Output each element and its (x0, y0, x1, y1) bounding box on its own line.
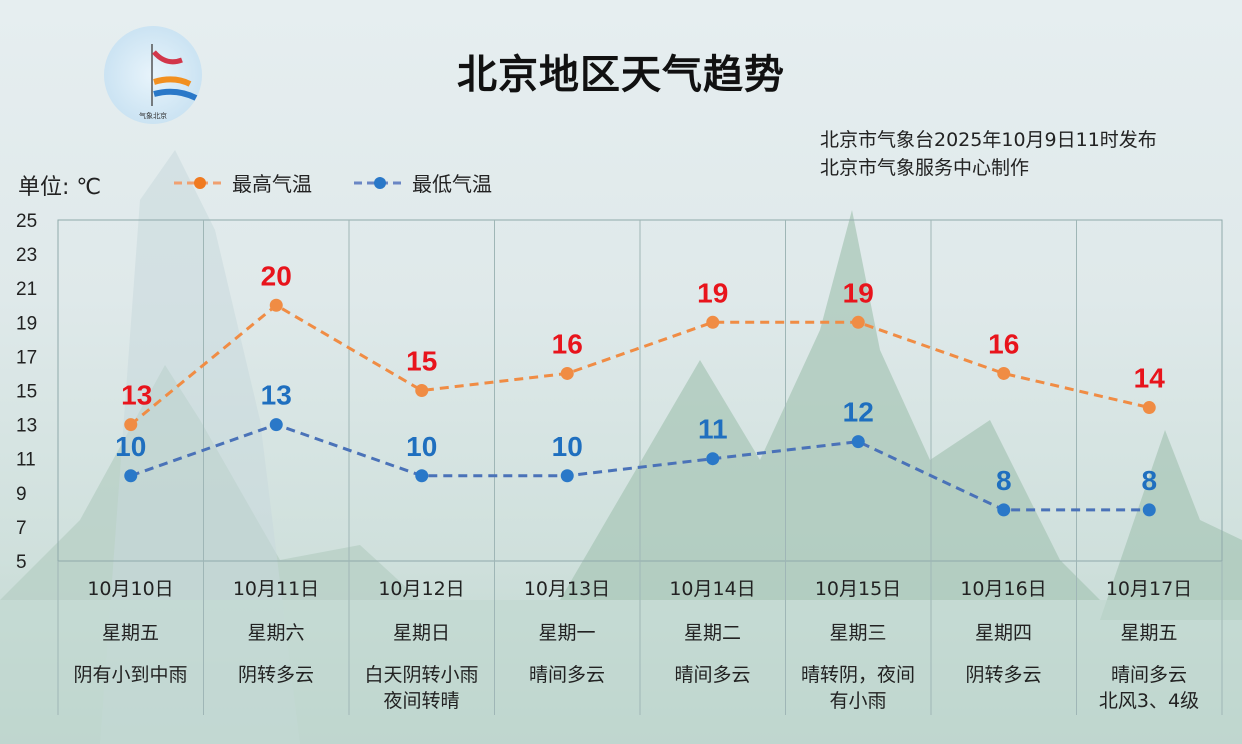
date-label: 10月13日 (523, 578, 611, 600)
data-point (415, 384, 429, 397)
page-title: 北京地区天气趋势 (457, 52, 785, 98)
series-line-1 (130, 423, 1150, 512)
legend-low: 最低气温 (352, 168, 492, 197)
weather-description: 阴转多云 (237, 664, 314, 686)
data-point (1142, 401, 1156, 415)
y-tick-label: 5 (16, 552, 27, 573)
data-label: 13 (261, 380, 292, 411)
date-label: 10月10日 (87, 578, 174, 600)
data-label: 12 (843, 397, 874, 428)
weather-description: 晴转阴，夜间 (800, 664, 915, 686)
data-point (1142, 503, 1156, 517)
svg-text:气象北京: 气象北京 (139, 111, 167, 120)
y-tick-label: 23 (16, 245, 37, 266)
data-label: 15 (406, 346, 437, 377)
data-point (560, 366, 574, 380)
producer: 北京市气象服务中心制作 (820, 157, 1030, 179)
data-label: 20 (261, 260, 292, 291)
data-label: 8 (996, 465, 1012, 496)
weather-description: 晴间多云 (528, 664, 605, 686)
weather-description: 白天阴转小雨 (364, 664, 479, 686)
y-tick-label: 11 (16, 450, 36, 471)
weekday-label: 星期四 (974, 622, 1032, 644)
weekday-label: 星期三 (829, 622, 887, 644)
legend-low-marker (354, 176, 406, 189)
y-tick-label: 15 (16, 382, 37, 403)
date-label: 10月16日 (960, 578, 1047, 600)
legend-high-label: 最高气温 (232, 172, 312, 196)
weekday-label: 星期五 (101, 622, 159, 644)
weather-description: 北风3、4级 (1098, 690, 1200, 712)
y-tick-label: 9 (16, 484, 27, 505)
weather-description: 夜间转晴 (383, 690, 460, 712)
date-label: 10月12日 (378, 578, 465, 600)
date-label: 10月15日 (814, 578, 902, 600)
data-point (269, 298, 283, 312)
data-point (706, 315, 720, 329)
weekday-label: 星期日 (392, 622, 450, 644)
data-point (851, 435, 865, 449)
legend-low-label: 最低气温 (412, 172, 492, 196)
weather-description: 有小雨 (829, 690, 887, 712)
date-label: 10月14日 (669, 578, 756, 600)
weekday-label: 星期二 (683, 622, 741, 644)
data-label: 13 (121, 380, 152, 411)
weather-description: 晴间多云 (1110, 664, 1187, 686)
data-point (706, 452, 720, 466)
data-label: 8 (1141, 465, 1157, 496)
data-label: 11 (698, 414, 728, 445)
data-point (124, 469, 138, 483)
publish-time: 北京市气象台2025年10月9日11时发布 (820, 129, 1157, 151)
data-label: 19 (843, 277, 874, 308)
date-label: 10月17日 (1105, 578, 1193, 600)
publisher-info: 北京市气象台2025年10月9日11时发布 北京市气象服务中心制作 (820, 126, 1157, 182)
data-label: 14 (1134, 363, 1166, 394)
beijing-meteorological-logo: 气象北京 (104, 26, 202, 124)
weekday-label: 星期五 (1120, 622, 1178, 644)
data-point (997, 503, 1011, 517)
weekday-label: 星期一 (538, 622, 596, 644)
weather-description: 晴间多云 (674, 664, 751, 686)
series-line-0 (129, 303, 1150, 426)
data-point (269, 418, 283, 432)
data-label: 16 (552, 328, 583, 359)
legend-high-marker (174, 176, 226, 189)
y-tick-label: 17 (16, 347, 37, 368)
legend-high: 最高气温 (172, 168, 312, 197)
date-label: 10月11日 (232, 578, 320, 600)
weather-description: 阴有小到中雨 (73, 664, 188, 686)
y-tick-label: 21 (16, 279, 37, 300)
y-tick-label: 19 (16, 313, 37, 334)
weekday-label: 星期六 (247, 622, 305, 644)
unit-label: 单位: ℃ (18, 175, 102, 200)
y-tick-label: 7 (16, 518, 27, 539)
data-label: 19 (697, 277, 728, 308)
data-point (560, 469, 574, 483)
data-point (124, 418, 138, 432)
data-point (997, 366, 1011, 380)
data-label: 10 (552, 431, 583, 462)
data-label: 10 (406, 431, 437, 462)
data-label: 10 (115, 431, 146, 462)
data-point (851, 315, 865, 329)
data-point (415, 469, 429, 483)
y-tick-label: 13 (16, 416, 37, 437)
weather-description: 阴转多云 (965, 664, 1042, 686)
y-tick-label: 25 (16, 211, 37, 232)
data-label: 16 (988, 328, 1019, 359)
